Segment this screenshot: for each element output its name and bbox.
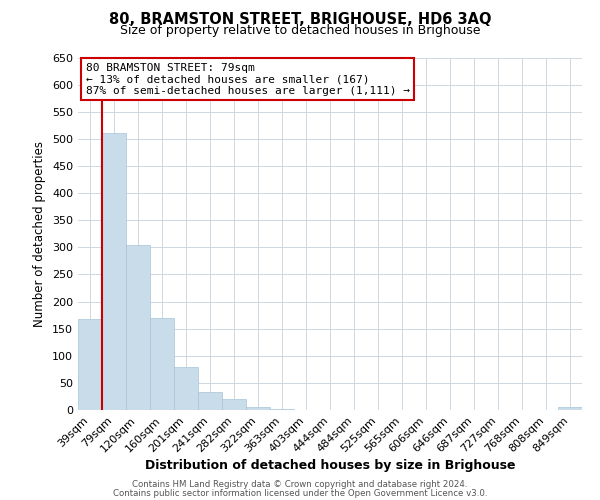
Bar <box>102 133 126 410</box>
Text: Contains public sector information licensed under the Open Government Licence v3: Contains public sector information licen… <box>113 488 487 498</box>
Bar <box>78 320 102 410</box>
Text: 80, BRAMSTON STREET, BRIGHOUSE, HD6 3AQ: 80, BRAMSTON STREET, BRIGHOUSE, HD6 3AQ <box>109 12 491 28</box>
Bar <box>222 399 246 410</box>
X-axis label: Distribution of detached houses by size in Brighouse: Distribution of detached houses by size … <box>145 460 515 472</box>
Text: 80 BRAMSTON STREET: 79sqm
← 13% of detached houses are smaller (167)
87% of semi: 80 BRAMSTON STREET: 79sqm ← 13% of detac… <box>86 63 410 96</box>
Bar <box>150 318 174 410</box>
Y-axis label: Number of detached properties: Number of detached properties <box>34 141 46 327</box>
Bar <box>174 367 198 410</box>
Bar <box>246 408 270 410</box>
Bar <box>558 408 582 410</box>
Text: Size of property relative to detached houses in Brighouse: Size of property relative to detached ho… <box>120 24 480 37</box>
Bar <box>198 392 222 410</box>
Text: Contains HM Land Registry data © Crown copyright and database right 2024.: Contains HM Land Registry data © Crown c… <box>132 480 468 489</box>
Bar <box>126 244 150 410</box>
